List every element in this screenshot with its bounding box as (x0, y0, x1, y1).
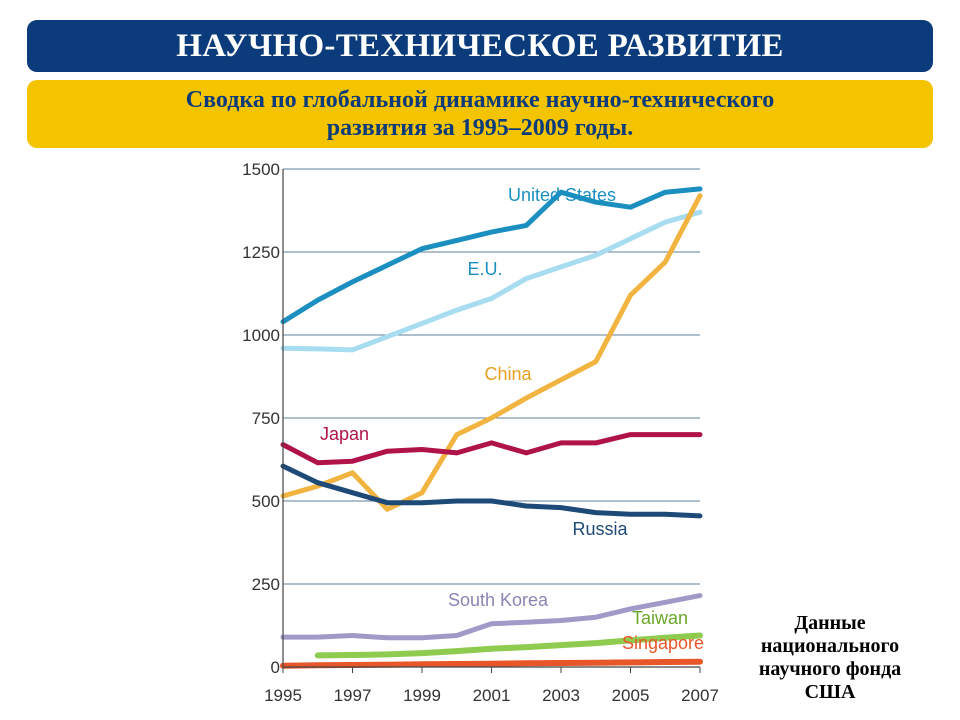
y-tick-label: 1250 (242, 243, 280, 262)
page-title: НАУЧНО-ТЕХНИЧЕСКОЕ РАЗВИТИЕ (176, 27, 784, 64)
y-tick-label: 1000 (242, 326, 280, 345)
series-label-japan: Japan (320, 424, 369, 444)
y-tick-label: 750 (252, 409, 280, 428)
series-line-singapore (280, 658, 703, 669)
x-tick-label: 2005 (612, 686, 650, 705)
series-label-singapore: Singapore (622, 633, 704, 653)
series-line-south-korea (280, 593, 703, 641)
subtitle-banner: Сводка по глобальной динамике научно-тех… (27, 80, 933, 148)
series-label-russia: Russia (572, 519, 628, 539)
y-tick-label: 1500 (242, 160, 280, 179)
series-label-e-u: E.U. (467, 259, 502, 279)
x-tick-label: 2001 (473, 686, 511, 705)
series-label-taiwan: Taiwan (632, 608, 688, 628)
series-line-united-states (280, 186, 703, 325)
series-label-china: China (484, 364, 532, 384)
series-label-united-states: United States (508, 185, 616, 205)
series-line-china (280, 193, 703, 512)
x-tick-label: 2003 (542, 686, 580, 705)
series-line-e-u (280, 209, 703, 353)
y-tick-label: 250 (252, 575, 280, 594)
chart-container: 0 250 500 750 1000 1250 1500 1995 1997 1999 2001 20… (240, 152, 718, 720)
series-line-japan (280, 432, 703, 466)
label-layer: 0 250 500 750 1000 1250 1500 1995 1997 1999 2001 20… (242, 160, 718, 705)
source-note: Данные национального научного фонда США (758, 612, 902, 703)
series-line-russia (280, 463, 703, 519)
x-tick-label: 1995 (264, 686, 302, 705)
x-tick-label: 1999 (403, 686, 441, 705)
series-line-taiwan (314, 632, 703, 659)
line-chart: 0 250 500 750 1000 1250 1500 1995 1997 1999 2001 20… (242, 160, 718, 705)
x-tick-label: 1997 (334, 686, 372, 705)
axis-layer (282, 169, 701, 673)
title-banner: НАУЧНО-ТЕХНИЧЕСКОЕ РАЗВИТИЕ (27, 20, 933, 72)
y-tick-label: 500 (252, 492, 280, 511)
series-layer (280, 186, 703, 669)
x-tick-label: 2007 (681, 686, 718, 705)
y-tick-label: 0 (271, 658, 280, 677)
series-label-south-korea: South Korea (448, 590, 549, 610)
page-subtitle: Сводка по глобальной динамике научно-тех… (185, 87, 775, 141)
